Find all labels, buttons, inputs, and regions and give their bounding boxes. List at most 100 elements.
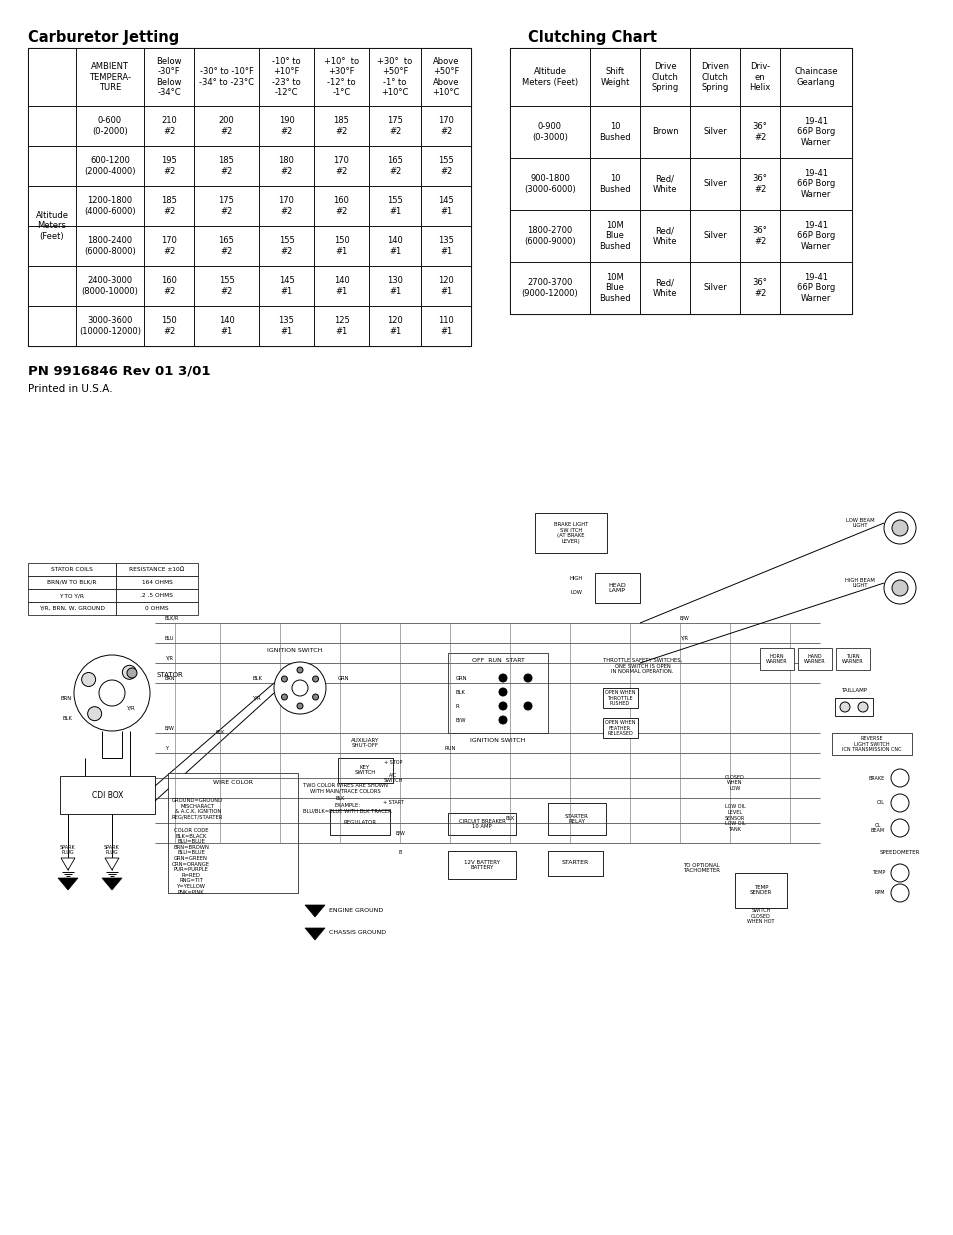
Text: 125
#1: 125 #1 — [334, 316, 349, 336]
Text: Silver: Silver — [702, 284, 726, 293]
Circle shape — [891, 520, 907, 536]
Circle shape — [296, 667, 303, 673]
Text: Carburetor Jetting: Carburetor Jetting — [28, 30, 179, 44]
Bar — [258, 106, 314, 146]
Bar — [595, 573, 639, 603]
Text: Below
-30°F
Below
-34°C: Below -30°F Below -34°C — [156, 57, 182, 96]
Text: Above
+50°F
Above
+10°C: Above +50°F Above +10°C — [432, 57, 459, 96]
Bar — [589, 158, 639, 210]
Text: 210
#2: 210 #2 — [161, 116, 176, 136]
Text: +10°  to
+30°F
-12° to
-1°C: +10° to +30°F -12° to -1°C — [324, 57, 358, 96]
Bar — [797, 648, 831, 671]
Text: 160
#2: 160 #2 — [161, 277, 176, 295]
Text: 170
#2: 170 #2 — [161, 236, 176, 256]
Bar — [639, 262, 689, 314]
Text: CHASSIS GROUND: CHASSIS GROUND — [329, 930, 386, 935]
Bar — [258, 186, 314, 226]
Text: + START: + START — [382, 800, 403, 805]
Text: Driv-
en
Helix: Driv- en Helix — [748, 63, 770, 91]
Bar — [193, 226, 258, 266]
Text: BRAKE: BRAKE — [868, 776, 884, 781]
Bar — [547, 803, 605, 835]
Text: BLK/R: BLK/R — [165, 615, 179, 620]
Text: GRN: GRN — [337, 676, 349, 680]
Text: WIRE COLOR: WIRE COLOR — [213, 781, 253, 785]
Text: REVERSE
LIGHT SWITCH
ICN TRANSMISSION CNC: REVERSE LIGHT SWITCH ICN TRANSMISSION CN… — [841, 736, 901, 752]
Text: 155
#1: 155 #1 — [387, 196, 402, 216]
Bar — [689, 106, 740, 158]
Text: 170
#2: 170 #2 — [334, 157, 349, 175]
Bar — [193, 146, 258, 186]
Polygon shape — [58, 878, 78, 890]
Text: 2700-3700
(9000-12000): 2700-3700 (9000-12000) — [521, 278, 578, 298]
Bar — [144, 106, 193, 146]
Bar — [28, 589, 116, 601]
Circle shape — [857, 701, 867, 713]
Text: SPARK
PLUG: SPARK PLUG — [104, 845, 120, 856]
Bar — [76, 266, 144, 306]
Text: 140
#1: 140 #1 — [387, 236, 402, 256]
Text: 1800-2400
(6000-8000): 1800-2400 (6000-8000) — [84, 236, 135, 256]
Bar — [314, 106, 369, 146]
Text: 175
#2: 175 #2 — [218, 196, 234, 216]
Text: 164 OHMS: 164 OHMS — [141, 580, 172, 585]
Text: ENGINE GROUND: ENGINE GROUND — [329, 908, 383, 913]
Text: 3000-3600
(10000-12000): 3000-3600 (10000-12000) — [79, 316, 141, 336]
Text: Y/R: Y/R — [127, 705, 135, 710]
Text: Shift
Weight: Shift Weight — [599, 68, 629, 86]
Bar — [144, 186, 193, 226]
Text: BLK: BLK — [215, 730, 225, 736]
Bar — [193, 266, 258, 306]
Text: 12V BATTERY
BATTERY: 12V BATTERY BATTERY — [463, 860, 499, 871]
Text: 170
#2: 170 #2 — [278, 196, 294, 216]
Bar — [258, 226, 314, 266]
Text: BLU: BLU — [165, 636, 174, 641]
Text: OPEN WHEN
THROTTLE
PUSHED: OPEN WHEN THROTTLE PUSHED — [604, 690, 635, 706]
Bar — [76, 48, 144, 106]
Text: SPEEDOMETER: SPEEDOMETER — [879, 851, 920, 856]
Bar — [589, 262, 639, 314]
Bar — [780, 262, 851, 314]
Text: HEAD
LAMP: HEAD LAMP — [607, 583, 625, 593]
Text: B/W: B/W — [456, 718, 466, 722]
Text: Y/R: Y/R — [679, 636, 687, 641]
Text: KEY
SWITCH: KEY SWITCH — [354, 764, 375, 776]
Circle shape — [281, 694, 287, 700]
Text: Printed in U.S.A.: Printed in U.S.A. — [28, 384, 112, 394]
Text: STATOR: STATOR — [157, 672, 184, 678]
Bar — [689, 48, 740, 106]
Text: B: B — [398, 851, 401, 856]
Bar — [639, 158, 689, 210]
Text: Y/R: Y/R — [165, 656, 172, 661]
Text: AUXILIARY
SHUT-OFF: AUXILIARY SHUT-OFF — [351, 737, 378, 748]
Circle shape — [74, 655, 150, 731]
Bar — [510, 158, 589, 210]
Text: 10
Bushed: 10 Bushed — [598, 174, 630, 194]
Bar — [831, 734, 911, 755]
Circle shape — [127, 668, 137, 678]
Text: B/W: B/W — [679, 615, 689, 620]
Text: Altitude
Meters (Feet): Altitude Meters (Feet) — [521, 68, 578, 86]
Text: GRN: GRN — [456, 676, 467, 680]
Polygon shape — [305, 927, 325, 940]
Text: Y: Y — [165, 746, 168, 751]
Bar — [589, 48, 639, 106]
Bar — [168, 773, 297, 893]
Bar — [258, 306, 314, 346]
Bar — [76, 226, 144, 266]
Circle shape — [313, 676, 318, 682]
Bar — [314, 146, 369, 186]
Bar — [760, 648, 793, 671]
Text: Y TO Y/R: Y TO Y/R — [59, 593, 85, 598]
Bar — [28, 306, 76, 346]
Text: IGNITION SWITCH: IGNITION SWITCH — [470, 739, 525, 743]
Text: 2400-3000
(8000-10000): 2400-3000 (8000-10000) — [81, 277, 138, 295]
Text: OFF  RUN  START: OFF RUN START — [471, 658, 524, 663]
Text: BLK: BLK — [456, 689, 465, 694]
Text: 36°
#2: 36° #2 — [752, 278, 766, 298]
Text: R: R — [456, 704, 459, 709]
Text: 135
#1: 135 #1 — [278, 316, 294, 336]
Text: RPM: RPM — [874, 890, 884, 895]
Bar — [510, 106, 589, 158]
Polygon shape — [102, 878, 122, 890]
